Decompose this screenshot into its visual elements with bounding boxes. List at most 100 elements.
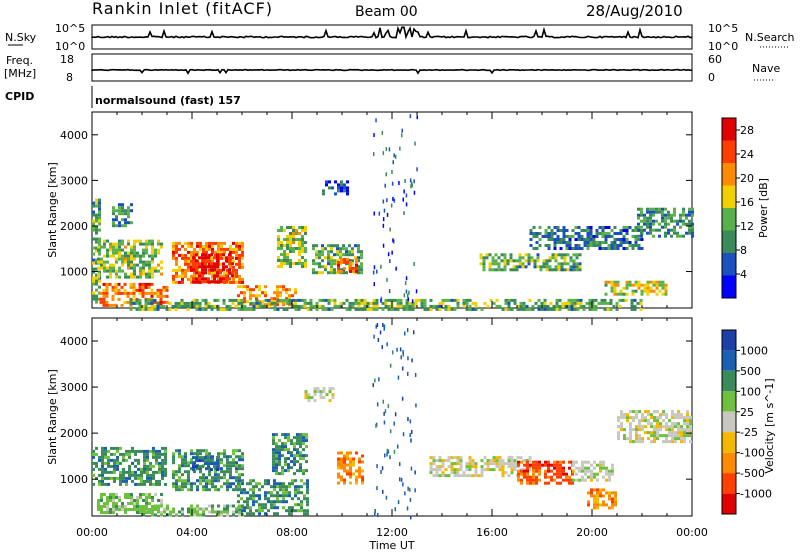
- heat-cell: [532, 472, 535, 476]
- heat-cell: [131, 470, 134, 474]
- heat-cell: [441, 459, 445, 463]
- heat-cell: [172, 452, 175, 456]
- heat-cell: [125, 449, 128, 453]
- heat-cell: [588, 307, 592, 311]
- heat-cell: [184, 452, 187, 456]
- heat-cell: [586, 247, 590, 250]
- heat-cell: [287, 469, 290, 473]
- heat-cell: [538, 244, 542, 247]
- heat-cell: [429, 307, 433, 311]
- heat-cell: [205, 449, 208, 453]
- heat-cell: [172, 473, 175, 477]
- heat-cell: [201, 459, 204, 463]
- heat-cell: [667, 213, 670, 217]
- heat-cell: [348, 307, 352, 311]
- heat-cell: [241, 256, 244, 260]
- heat-cell: [447, 456, 451, 460]
- heat-cell: [471, 301, 475, 305]
- heat-cell: [619, 244, 623, 247]
- heat-cell: [333, 298, 337, 302]
- heat-cell: [110, 470, 113, 474]
- heat-cell: [113, 452, 116, 456]
- heat-cell: [190, 280, 193, 284]
- heat-cell: [553, 238, 557, 241]
- heat-cell: [95, 216, 98, 220]
- heat-cell: [129, 303, 133, 307]
- heat-cell: [575, 472, 578, 476]
- heat-cell: [587, 503, 590, 507]
- heat-cell: [172, 253, 175, 257]
- heat-cell: [638, 437, 641, 441]
- heat-cell: [148, 275, 151, 279]
- heat-cell: [586, 244, 590, 247]
- heat-cell: [210, 262, 213, 266]
- heat-cell: [655, 228, 658, 232]
- heat-cell: [195, 459, 198, 463]
- heat-cell: [126, 300, 130, 304]
- heat-cell: [238, 510, 241, 514]
- heat-cell: [143, 458, 146, 462]
- heat-cell: [121, 239, 124, 243]
- heat-cell: [98, 237, 101, 241]
- heat-cell: [204, 459, 207, 463]
- heat-cell: [301, 265, 304, 268]
- heat-cell: [615, 307, 619, 311]
- heat-cell: [106, 502, 109, 505]
- nave-tick-bottom: 0: [708, 71, 715, 84]
- heat-cell: [550, 232, 554, 235]
- heat-cell: [674, 422, 677, 426]
- heat-cell: [184, 253, 187, 257]
- heat-cell: [403, 293, 406, 298]
- heat-cell: [297, 497, 300, 501]
- heat-cell: [92, 222, 95, 226]
- heat-cell: [592, 244, 596, 247]
- heat-cell: [401, 128, 403, 133]
- heat-cell: [190, 256, 193, 260]
- heat-cell: [109, 248, 112, 252]
- heat-cell: [355, 451, 358, 455]
- heat-cell: [291, 294, 294, 298]
- heat-cell: [649, 213, 652, 217]
- heat-cell: [438, 468, 442, 472]
- heat-cell: [95, 276, 98, 280]
- heat-cell: [360, 253, 363, 257]
- heat-cell: [92, 482, 95, 486]
- heat-cell: [121, 263, 124, 267]
- heat-cell: [629, 440, 632, 444]
- heat-cell: [667, 216, 670, 220]
- heat-cell: [138, 298, 142, 302]
- heat-cell: [456, 459, 460, 463]
- heat-cell: [592, 238, 596, 241]
- heat-cell: [382, 199, 385, 204]
- heat-cell: [238, 253, 241, 257]
- heat-cell: [201, 265, 204, 269]
- heat-cell: [435, 459, 439, 463]
- heat-cell: [510, 456, 514, 460]
- heat-cell: [113, 461, 116, 465]
- heat-cell: [658, 228, 661, 232]
- heat-cell: [151, 275, 154, 279]
- heat-cell: [349, 481, 352, 485]
- heat-cell: [450, 298, 454, 302]
- heat-cell: [665, 437, 668, 441]
- heat-cell: [532, 226, 536, 229]
- heat-cell: [114, 303, 118, 307]
- heat-cell: [213, 277, 216, 281]
- heat-cell: [116, 476, 119, 480]
- heat-cell: [683, 428, 686, 432]
- heat-cell: [267, 497, 270, 501]
- heat-cell: [97, 248, 100, 252]
- heat-cell: [638, 419, 641, 423]
- heat-cell: [674, 434, 677, 438]
- heat-cell: [153, 291, 157, 295]
- heat-cell: [522, 307, 526, 311]
- heat-cell: [145, 507, 148, 511]
- heat-cell: [327, 271, 330, 275]
- heat-cell: [664, 292, 668, 296]
- heat-cell: [631, 244, 635, 247]
- heat-cell: [637, 244, 641, 247]
- heat-cell: [396, 301, 400, 305]
- heat-cell: [137, 476, 140, 480]
- heat-cell: [300, 503, 303, 507]
- heat-cell: [237, 500, 240, 504]
